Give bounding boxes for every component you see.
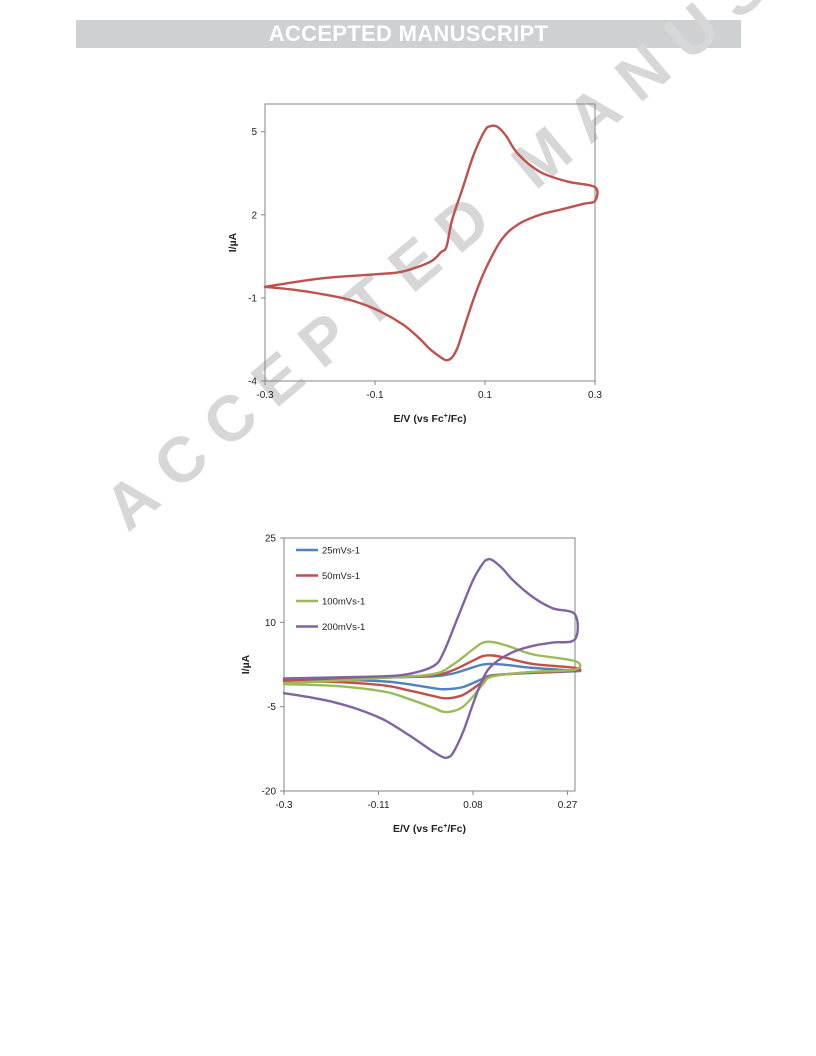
x-tick-label: -0.1 — [366, 390, 384, 401]
x-tick-label: 0.1 — [478, 390, 492, 401]
y-tick-label: 25 — [265, 534, 277, 545]
y-tick-label: -4 — [248, 377, 257, 388]
y-tick-label: 10 — [265, 618, 277, 629]
y-tick-label: 5 — [251, 127, 257, 138]
x-tick-label: -0.3 — [256, 390, 274, 401]
x-tick-label: 0.3 — [588, 390, 602, 401]
series-line-1 — [263, 124, 599, 362]
y-axis-title: I/µA — [227, 232, 239, 252]
y-tick-label: -1 — [248, 293, 257, 304]
accepted-manuscript-banner: ACCEPTED MANUSCRIPT — [76, 20, 741, 48]
banner-text: ACCEPTED MANUSCRIPT — [268, 21, 549, 46]
series-line-3 — [282, 640, 582, 714]
x-tick-label: 0.27 — [558, 800, 578, 811]
chart-2: -20 -5 10 25 -0.3 -0.11 0.08 0.27 E/V (vs Fc+/Fc… — [240, 534, 582, 835]
plot-area-border — [283, 537, 576, 792]
y-tick-label: -20 — [262, 787, 277, 798]
y-tick-label: -5 — [267, 702, 276, 713]
x-axis-title: E/V (vs Fc+/Fc) — [393, 823, 466, 835]
legend-label-4: 200mVs-1 — [322, 622, 365, 633]
series-line-4 — [282, 557, 579, 760]
x-tick-label: 0.08 — [463, 800, 483, 811]
x-axis-title: E/V (vs Fc+/Fc) — [394, 413, 467, 425]
x-tick-label: -0.3 — [275, 800, 293, 811]
y-tick-label: 2 — [251, 210, 257, 221]
chart-1: -4 -1 2 5 -0.3 -0.1 0.1 0.3 E/V (vs Fc+/Fc) I/µA — [227, 103, 602, 425]
x-tick-label: -0.11 — [367, 800, 389, 811]
legend-label-2: 50mVs-1 — [322, 571, 360, 582]
plot-area-border — [264, 103, 596, 382]
y-axis-title: I/µA — [240, 654, 252, 674]
legend-label-1: 25mVs-1 — [322, 546, 360, 557]
legend-label-3: 100mVs-1 — [322, 597, 365, 608]
